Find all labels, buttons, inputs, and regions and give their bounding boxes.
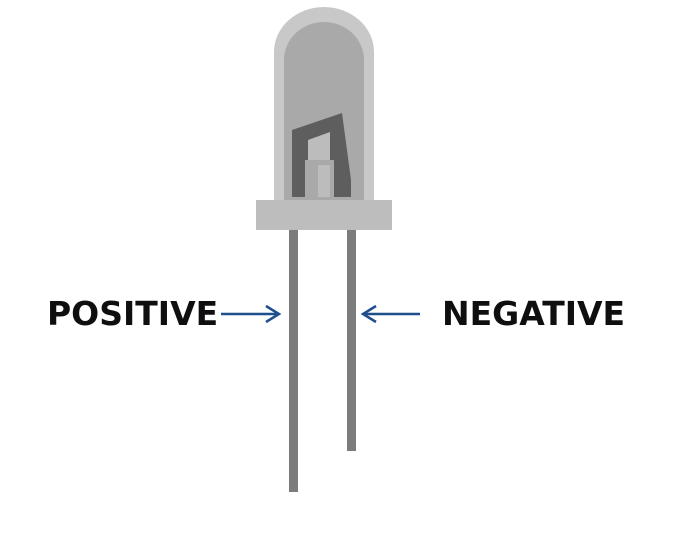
- positive-label: POSITIVE: [47, 294, 219, 333]
- led-anvil-highlight: [308, 132, 330, 160]
- negative-label: NEGATIVE: [442, 294, 626, 333]
- positive-lead: [289, 225, 298, 492]
- led-icon: [256, 7, 392, 492]
- negative-lead: [347, 225, 356, 451]
- led-flange: [256, 200, 392, 230]
- arrow-left-icon: [360, 304, 420, 324]
- led-post-highlight: [318, 165, 330, 197]
- arrow-right-icon: [221, 304, 282, 324]
